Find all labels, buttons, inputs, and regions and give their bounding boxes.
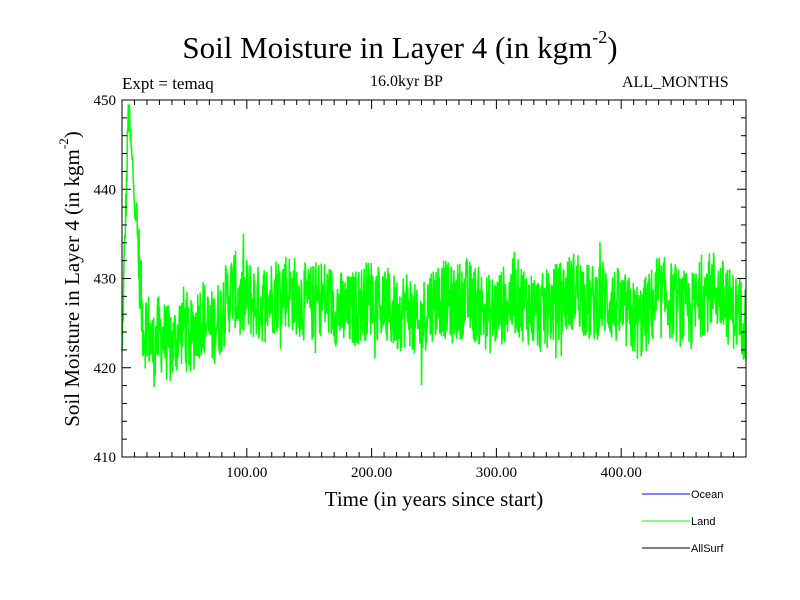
legend-label-ocean: Ocean xyxy=(691,489,723,501)
x-tick-label: 300.00 xyxy=(476,465,517,481)
chart-title: Soil Moisture in Layer 4 (in kgm-2) xyxy=(182,26,618,65)
legend-label-allsurf: AllSurf xyxy=(691,543,724,555)
legend: Ocean Land AllSurf xyxy=(642,489,724,555)
experiment-label: Expt = temaq xyxy=(122,74,214,93)
y-tick-label: 450 xyxy=(94,93,117,109)
y-tick-label: 430 xyxy=(94,272,117,288)
y-tick-label: 440 xyxy=(94,182,117,198)
x-axis-label: Time (in years since start) xyxy=(324,487,544,511)
series-line-land xyxy=(121,104,747,388)
x-tick-label: 100.00 xyxy=(226,465,267,481)
series-layer xyxy=(121,104,747,388)
period-label: 16.0kyr BP xyxy=(370,73,443,90)
legend-label-land: Land xyxy=(691,516,715,528)
y-tick-label: 410 xyxy=(94,450,117,466)
months-label: ALL_MONTHS xyxy=(622,74,729,91)
x-tick-label: 200.00 xyxy=(351,465,392,481)
axes-layer: 100.00 200.00 300.00 400.00 410 420 430 440 450 xyxy=(94,93,747,481)
y-tick-label: 420 xyxy=(94,361,117,377)
x-tick-label: 400.00 xyxy=(601,465,642,481)
